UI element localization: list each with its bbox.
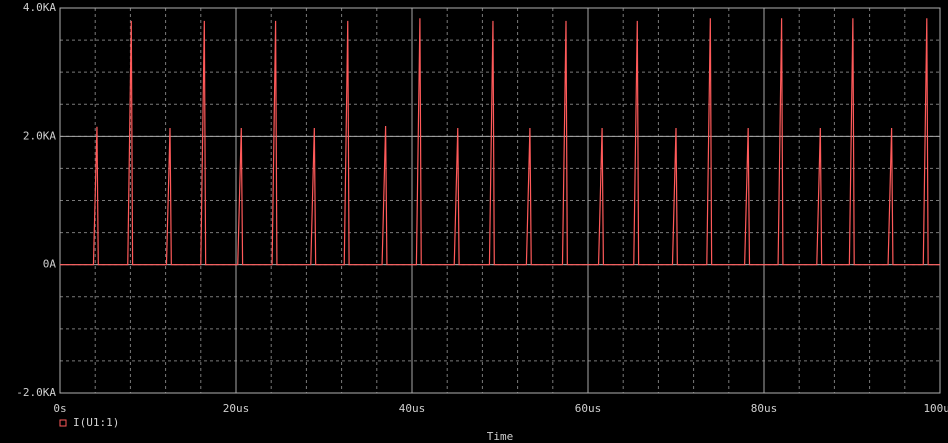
x-tick-label: 40us [399, 402, 426, 415]
legend-label: I(U1:1) [73, 416, 119, 429]
legend-marker [59, 419, 67, 427]
plot-frame [59, 7, 941, 394]
x-tick-label: 20us [223, 402, 250, 415]
x-tick-label: 0s [53, 402, 66, 415]
x-axis-label: Time [487, 430, 514, 443]
series-line [60, 18, 940, 266]
x-tick-label: 100us [923, 402, 948, 415]
y-tick-label: 4.0KA [23, 1, 56, 14]
x-tick-label: 60us [575, 402, 602, 415]
x-tick-label: 80us [751, 402, 778, 415]
y-tick-label: 0A [43, 258, 57, 271]
y-tick-label: -2.0KA [16, 386, 56, 399]
y-tick-label: 2.0KA [23, 129, 56, 142]
